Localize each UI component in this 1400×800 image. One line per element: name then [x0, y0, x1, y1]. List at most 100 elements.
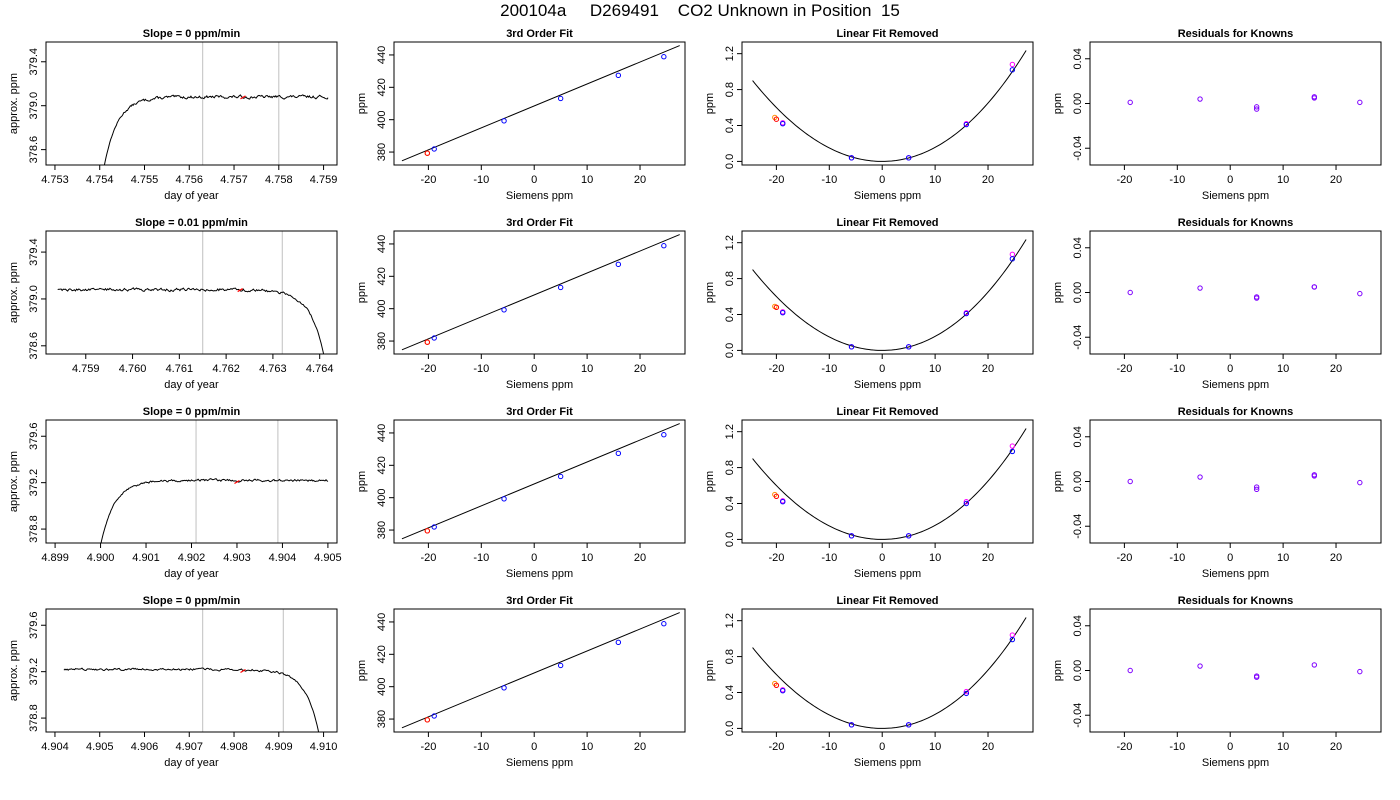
known-point — [431, 335, 437, 341]
y-axis-label: approx. ppm — [8, 73, 20, 134]
x-tick-label: 4.906 — [131, 741, 159, 753]
x-tick-label: 20 — [634, 552, 646, 564]
plot-area — [752, 428, 1027, 540]
y-tick-label: 379.6 — [28, 422, 40, 450]
y-axis-label: approx. ppm — [8, 262, 20, 323]
residual-point — [1357, 668, 1363, 675]
x-tick-label: 20 — [634, 363, 646, 375]
residual-point — [1127, 667, 1133, 674]
x-tick-label: 4.761 — [166, 363, 194, 375]
y-tick-label: -0.04 — [1072, 703, 1084, 728]
x-tick-label: 20 — [982, 363, 994, 375]
residual-point — [1357, 99, 1363, 106]
plot-area — [57, 231, 325, 354]
x-tick-label: 0 — [531, 174, 537, 186]
x-tick-label: 4.904 — [41, 741, 69, 753]
y-tick-label: 440 — [376, 46, 388, 64]
y-tick-label: 0.04 — [1072, 237, 1084, 258]
y-axis-label: ppm — [1052, 660, 1064, 681]
panel-r2c2: -20 -10 0 10 20 380 400 420 440 3rd Order Fit Siem… — [356, 217, 686, 391]
plot-area — [1127, 284, 1363, 301]
panel-r3c3: -20 -10 0 10 20 0.0 0.4 0.8 1.2 Linear Fit Remove… — [704, 406, 1034, 580]
panel-r4c4: -20 -10 0 10 20 -0.04 0.00 0.04 Residuals for Kn… — [1052, 595, 1382, 769]
panel-title: 3rd Order Fit — [506, 28, 573, 40]
x-tick-label: 10 — [581, 552, 593, 564]
unknown-point — [424, 339, 431, 345]
y-tick-label: 0.0 — [724, 721, 736, 736]
panel-title: Slope = 0 ppm/min — [143, 595, 241, 607]
plot-frame — [1089, 419, 1382, 544]
x-axis-label: Siemens ppm — [1202, 190, 1269, 202]
plot-area — [1127, 94, 1363, 112]
known-point — [848, 722, 855, 728]
time-series-trace — [100, 478, 329, 543]
panel-r3c1: 4.899 4.900 4.901 4.902 4.903 4.904 4.905 378.8… — [8, 406, 342, 580]
panel-title: Residuals for Knowns — [1178, 595, 1294, 607]
y-tick-label: 440 — [376, 235, 388, 253]
y-tick-label: 0.00 — [1072, 471, 1084, 492]
x-tick-label: -10 — [1169, 741, 1185, 753]
x-tick-label: 20 — [1330, 552, 1342, 564]
x-tick-label: 0 — [879, 363, 885, 375]
known-point — [848, 533, 855, 539]
x-axis-label: Siemens ppm — [506, 757, 573, 769]
known-point — [1009, 256, 1016, 262]
residual-point — [1311, 284, 1318, 290]
fit-curve — [752, 239, 1027, 351]
known-point — [615, 72, 622, 79]
x-tick-label: 10 — [1277, 741, 1289, 753]
y-tick-label: 1.2 — [724, 46, 736, 61]
residual-point — [1311, 94, 1318, 100]
x-tick-label: 10 — [581, 363, 593, 375]
x-tick-label: 0 — [1227, 363, 1233, 375]
panel-title: 3rd Order Fit — [506, 217, 573, 229]
panel-title: Residuals for Knowns — [1178, 28, 1294, 40]
known-point — [780, 121, 786, 127]
plot-frame — [45, 41, 338, 166]
known-point — [431, 146, 437, 152]
y-tick-label: 379.4 — [28, 48, 40, 76]
unknown-point — [773, 304, 780, 311]
y-axis-label: ppm — [1052, 471, 1064, 492]
known-point — [1009, 636, 1016, 643]
y-axis-label: approx. ppm — [8, 451, 20, 512]
x-tick-label: 4.755 — [131, 174, 159, 186]
known-point — [780, 310, 786, 316]
known-point — [1009, 67, 1016, 73]
x-tick-label: 20 — [982, 174, 994, 186]
panel-title: Slope = 0 ppm/min — [143, 406, 241, 418]
residual-point — [1357, 290, 1363, 297]
y-axis-label: ppm — [356, 282, 368, 303]
residual-point — [1253, 484, 1260, 490]
x-tick-label: 4.763 — [259, 363, 287, 375]
panel-title: Residuals for Knowns — [1178, 406, 1294, 418]
x-tick-label: 4.903 — [223, 552, 251, 564]
x-tick-label: 20 — [982, 552, 994, 564]
x-tick-label: 10 — [1277, 552, 1289, 564]
known-point — [615, 639, 622, 646]
fit-line — [401, 45, 680, 162]
x-tick-label: 0 — [1227, 174, 1233, 186]
known-point — [431, 524, 437, 530]
known-point — [557, 473, 564, 480]
x-tick-label: -10 — [473, 174, 489, 186]
x-tick-label: 4.764 — [306, 363, 334, 375]
x-tick-label: 4.904 — [269, 552, 297, 564]
y-tick-label: 0.4 — [724, 685, 736, 700]
plot-frame — [393, 41, 686, 166]
x-axis-label: Siemens ppm — [1202, 379, 1269, 391]
y-tick-label: -0.04 — [1072, 136, 1084, 161]
plot-frame — [393, 419, 686, 544]
known-point-prior — [1009, 443, 1016, 449]
x-tick-label: -20 — [768, 363, 784, 375]
panel-title: Linear Fit Removed — [836, 28, 938, 40]
y-tick-label: 379.0 — [28, 285, 40, 313]
unknown-marker — [240, 95, 246, 100]
x-tick-label: -20 — [1116, 552, 1132, 564]
x-tick-label: 10 — [581, 741, 593, 753]
y-tick-label: 440 — [376, 424, 388, 442]
x-tick-label: -20 — [420, 174, 436, 186]
fit-curve — [752, 428, 1027, 540]
x-tick-label: 0 — [879, 552, 885, 564]
plot-frame — [45, 608, 338, 733]
